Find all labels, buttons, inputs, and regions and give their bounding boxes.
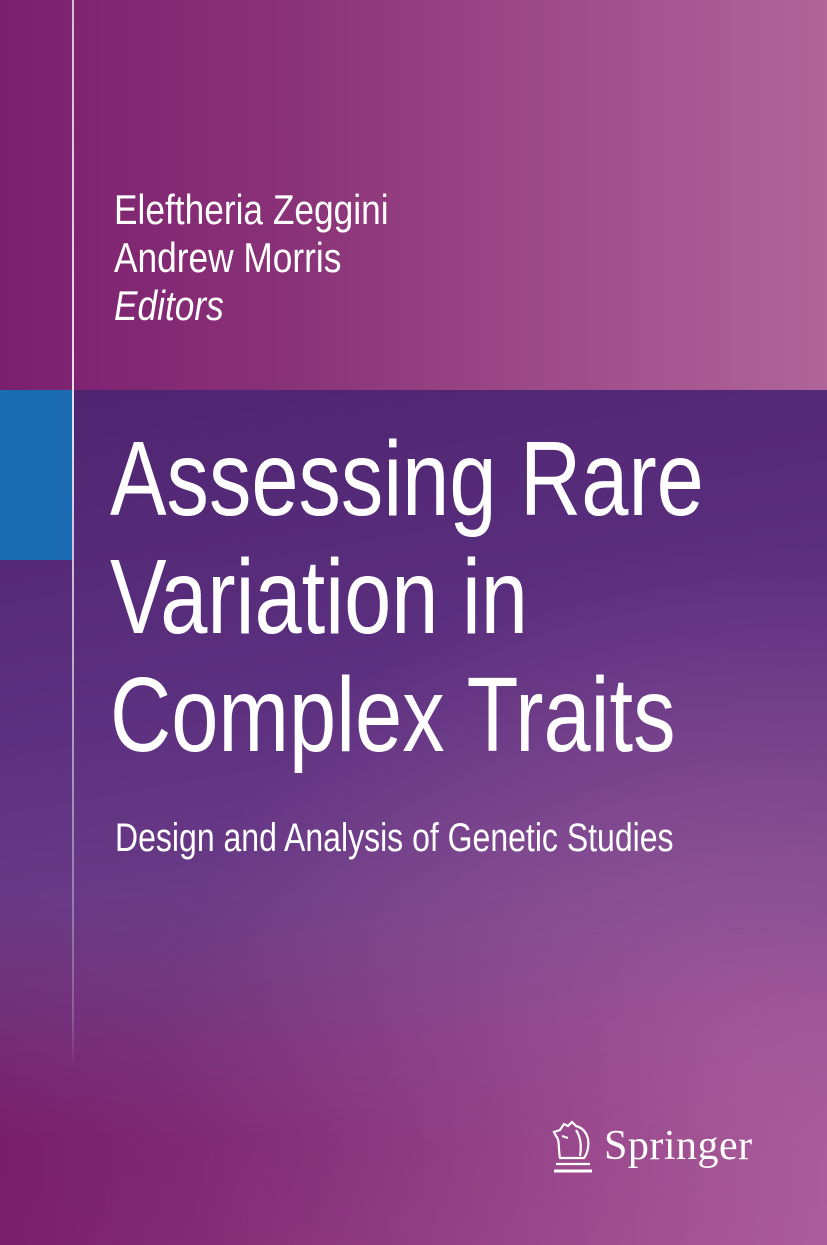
publisher-logo: Springer (550, 1118, 753, 1174)
top-band (0, 0, 827, 390)
publisher-name: Springer (604, 1123, 753, 1169)
title-line: Complex Traits (110, 656, 676, 774)
book-subtitle: Design and Analysis of Genetic Studies (115, 816, 674, 860)
title-line: Assessing Rare (110, 420, 704, 538)
editors-block: Eleftheria Zeggini Andrew Morris Editors (114, 186, 389, 330)
vertical-rule (72, 0, 74, 1070)
editor-name: Andrew Morris (114, 234, 342, 281)
accent-block (0, 390, 72, 560)
book-title: Assessing Rare Variation in Complex Trai… (110, 420, 704, 774)
springer-horse-icon (552, 1120, 592, 1173)
editor-name: Eleftheria Zeggini (114, 186, 389, 233)
title-line: Variation in (110, 538, 528, 656)
editors-role: Editors (114, 282, 224, 329)
bottom-gradient (0, 900, 827, 1245)
